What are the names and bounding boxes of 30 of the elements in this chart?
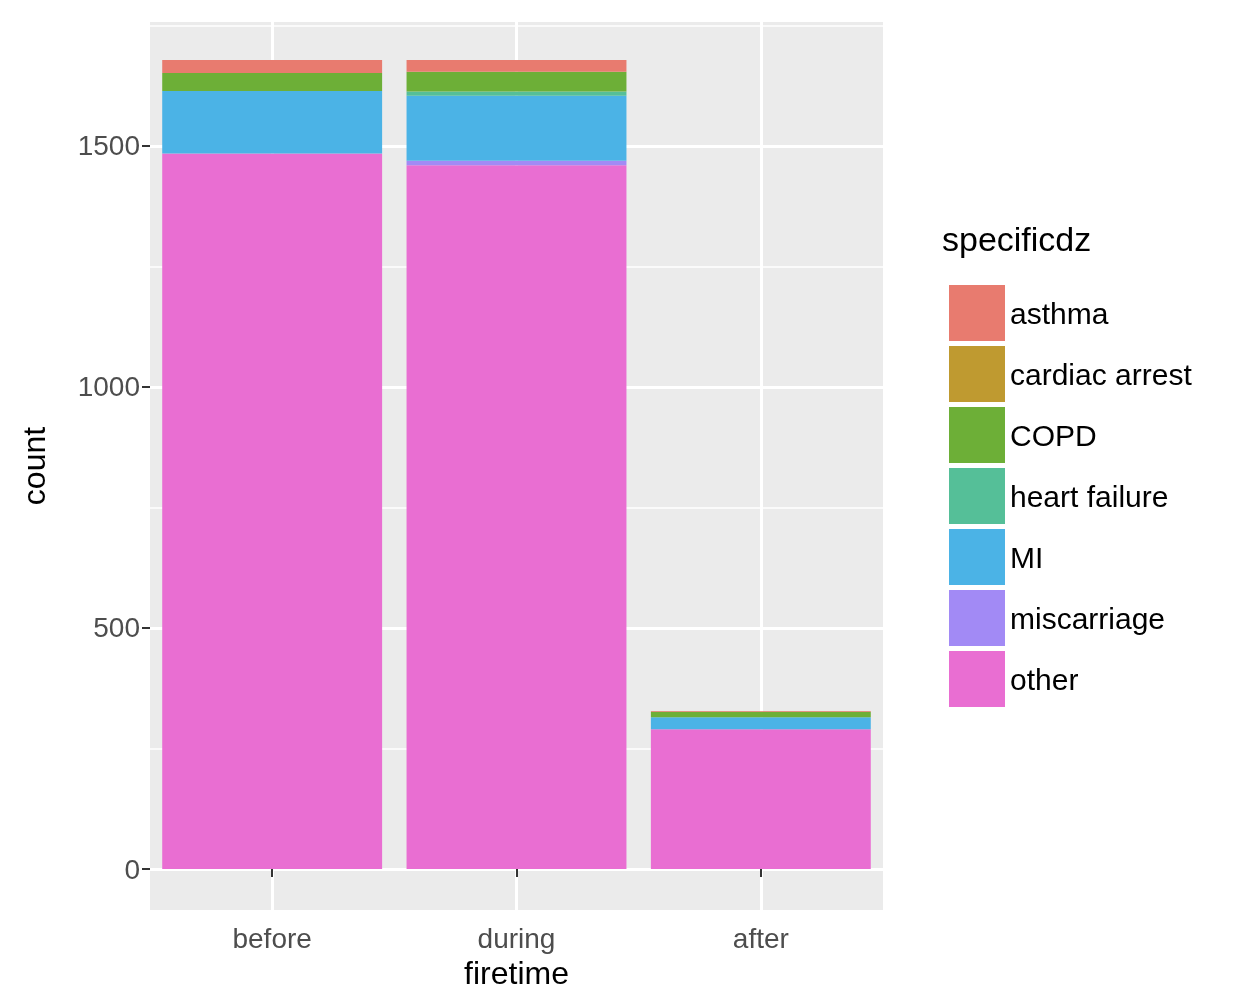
x-tick-label: after: [732, 922, 789, 954]
bar: [162, 90, 383, 154]
bar: [406, 91, 627, 96]
y-tick-label: 1000: [77, 371, 140, 403]
bar: [650, 729, 871, 870]
x-tick-label: during: [477, 922, 556, 954]
y-tick-label: 1500: [77, 130, 140, 162]
legend-label: COPD: [1010, 418, 1097, 452]
bar: [406, 60, 627, 72]
x-tick-label: before: [232, 922, 312, 954]
legend-label: asthma: [1010, 296, 1109, 330]
bar: [650, 711, 871, 718]
bar: [162, 60, 383, 74]
bar: [162, 73, 383, 91]
legend-label: heart failure: [1010, 479, 1169, 513]
bar: [650, 717, 871, 730]
bar: [162, 153, 383, 870]
bar: [406, 95, 627, 161]
y-axis-title: count: [16, 426, 52, 506]
legend-label: miscarriage: [1010, 601, 1166, 635]
legend-label: cardiac arrest: [1010, 357, 1193, 391]
legend-title: specificdz: [942, 220, 1092, 258]
x-axis-title: firetime: [464, 954, 569, 991]
bar: [406, 160, 627, 166]
legend-label: other: [1010, 662, 1079, 696]
bar: [406, 165, 627, 870]
legend-label: MI: [1010, 540, 1044, 574]
bar: [406, 71, 627, 92]
y-tick-label: 0: [124, 853, 140, 885]
y-tick-label: 500: [93, 612, 140, 644]
